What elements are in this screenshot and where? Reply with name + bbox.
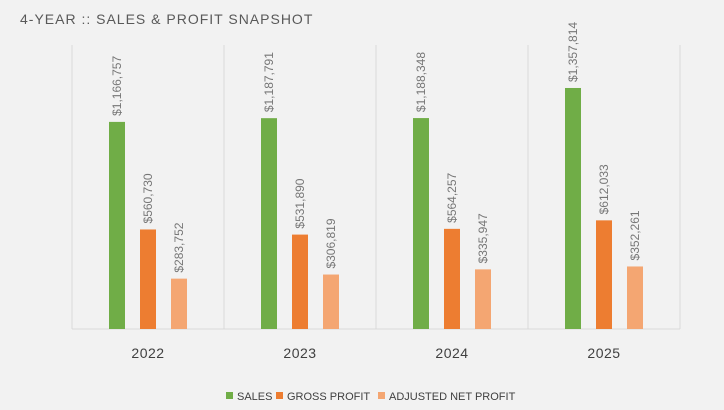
bar-sales-2024: [413, 118, 429, 329]
bar-adjusted-net-profit-2025: [627, 266, 643, 329]
bar-sales-2022: [109, 121, 125, 329]
x-tick-label: 2022: [131, 345, 164, 361]
legend-label: SALES: [237, 391, 272, 403]
data-label: $1,166,757: [110, 56, 124, 116]
legend-swatch: [276, 392, 283, 399]
x-tick-label: 2024: [435, 345, 468, 361]
data-label: $1,357,814: [566, 22, 580, 82]
data-label: $306,819: [324, 218, 338, 268]
data-label: $1,187,791: [262, 52, 276, 112]
data-label: $612,033: [597, 164, 611, 214]
data-label: $335,947: [476, 213, 490, 263]
legend-swatch: [378, 392, 385, 399]
bar-sales-2023: [261, 118, 277, 329]
bar-gross-profit-2022: [140, 229, 156, 329]
bar-sales-2025: [565, 87, 581, 330]
legend-label: GROSS PROFIT: [287, 391, 370, 403]
data-label: $531,890: [293, 178, 307, 228]
legend: SALES GROSS PROFIT ADJUSTED NET PROFIT: [226, 391, 516, 403]
data-label: $560,730: [141, 173, 155, 223]
x-tick-label: 2025: [587, 345, 620, 361]
bar-adjusted-net-profit-2024: [475, 269, 491, 329]
legend-swatch: [226, 392, 233, 399]
data-label: $1,188,348: [414, 52, 428, 112]
data-label: $283,752: [172, 222, 186, 272]
bar-gross-profit-2025: [596, 220, 612, 329]
bar-adjusted-net-profit-2023: [323, 274, 339, 329]
plot-area: $1,166,757 $560,730 $283,752 2022 $1,187,791…: [71, 22, 681, 361]
data-label: $352,261: [628, 210, 642, 260]
bar-adjusted-net-profit-2022: [171, 278, 187, 329]
bar-gross-profit-2024: [444, 228, 460, 329]
x-tick-label: 2023: [283, 345, 316, 361]
bar-gross-profit-2023: [292, 234, 308, 329]
legend-label: ADJUSTED NET PROFIT: [389, 391, 516, 403]
data-label: $564,257: [445, 172, 459, 222]
chart-title: 4-YEAR :: SALES & PROFIT SNAPSHOT: [20, 11, 313, 27]
